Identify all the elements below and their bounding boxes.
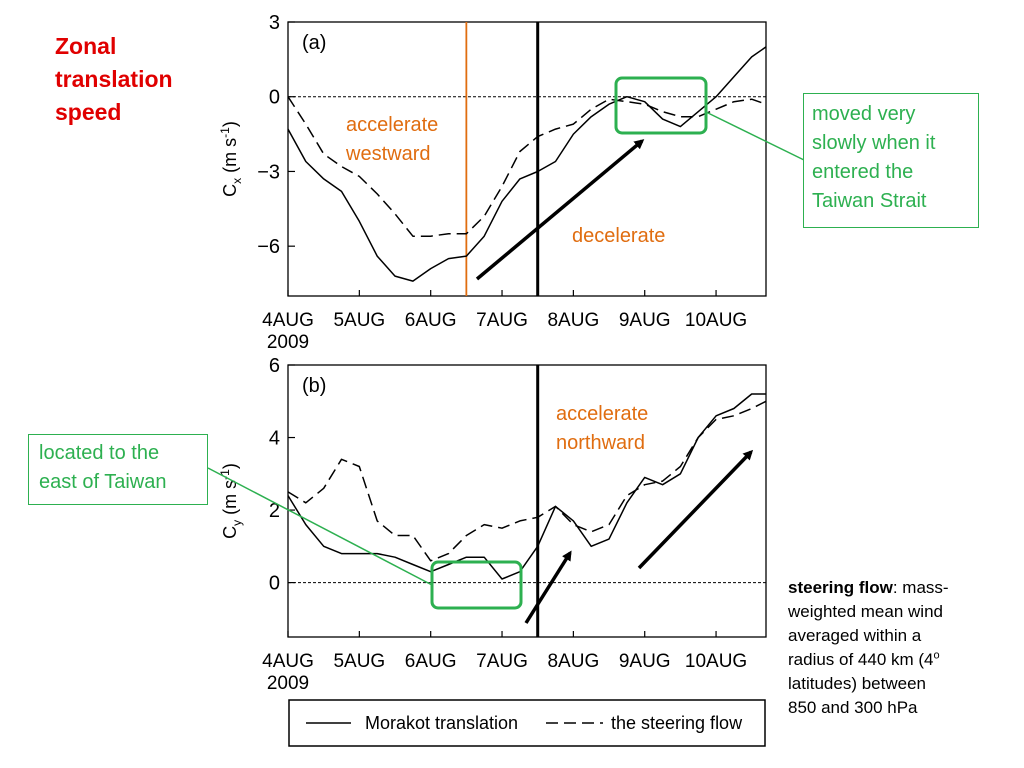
- east-line-1: located to the: [39, 442, 160, 464]
- y-tick-label: −3: [257, 161, 280, 183]
- x-tick-label: 7AUG: [476, 651, 528, 672]
- legend-box: [288, 699, 766, 747]
- westward-line-2: westward: [346, 143, 431, 165]
- y-tick-label: 0: [269, 573, 280, 595]
- steering-flow-note: steering flow: mass- weighted mean wind …: [788, 576, 998, 720]
- title-line-1: Zonal: [55, 33, 117, 59]
- title-line-3: speed: [55, 99, 122, 125]
- legend: Morakot translation the steering flow: [288, 699, 766, 747]
- westward-line-1: accelerate: [346, 114, 439, 136]
- x-tick-label: 9AUG: [619, 651, 671, 672]
- x-tick-label: 8AUG: [547, 310, 599, 331]
- y-tick-label: 4: [269, 428, 280, 450]
- callout-east-of-taiwan: located to the east of Taiwan: [28, 434, 208, 505]
- connector-east: [207, 467, 433, 586]
- panel-b-meridional: 6 4 2 0 4AUG 5AUG 6AUG 7AUG 8AUG 9AUG 10AUG 2009 Cy …: [218, 355, 767, 694]
- arrow-decelerate: [475, 139, 645, 281]
- arrow-northward-1: [524, 550, 572, 624]
- note-line-1: : mass-: [892, 578, 949, 597]
- annotation-layer: Morakot translation the steering flow: [207, 76, 805, 747]
- y-axis-title: Cx (m s-1): [218, 121, 244, 197]
- y-tick-label: −6: [257, 236, 280, 258]
- x-tick-label: 9AUG: [619, 310, 671, 331]
- strait-line-2: slowly when it: [812, 132, 936, 154]
- morakot-translation-line: [287, 393, 766, 580]
- legend-solid-label: Morakot translation: [365, 713, 518, 733]
- note-line-2: weighted mean wind: [788, 602, 943, 621]
- strait-line-1: moved very: [812, 103, 916, 125]
- x-tick-label: 6AUG: [405, 310, 457, 331]
- steering-flow-line: [287, 96, 767, 237]
- northward-line-1: accelerate: [556, 403, 649, 425]
- x-tick-label: 7AUG: [476, 310, 528, 331]
- strait-line-4: Taiwan Strait: [812, 190, 927, 212]
- slide-title: Zonal translation speed: [55, 30, 235, 129]
- east-line-2: east of Taiwan: [39, 471, 167, 493]
- note-line-3: averaged within a: [788, 626, 922, 645]
- x-tick-label: 10AUG: [685, 310, 747, 331]
- y-tick-label: 0: [269, 87, 280, 109]
- y-tick-label: 3: [269, 12, 280, 34]
- y-tick-label: 2: [269, 500, 280, 522]
- panel-label: (b): [302, 375, 326, 397]
- x-tick-label: 10AUG: [685, 651, 747, 672]
- strait-line-3: entered the: [812, 161, 914, 183]
- y-tick-label: 6: [269, 355, 280, 377]
- plot-frame: [287, 364, 767, 638]
- note-line-5: latitudes) between: [788, 674, 926, 693]
- northward-line-2: northward: [556, 432, 645, 454]
- year-label: 2009: [267, 332, 309, 353]
- arrow-northward-2: [637, 449, 754, 570]
- x-tick-label: 4AUG: [262, 310, 314, 331]
- label-accelerate-westward: accelerate westward: [346, 111, 438, 169]
- panel-label: (a): [302, 32, 326, 54]
- x-tick-label: 5AUG: [333, 310, 385, 331]
- morakot-translation-line: [287, 46, 767, 282]
- connector-strait: [705, 111, 805, 161]
- legend-dashed-label: the steering flow: [611, 713, 743, 733]
- x-tick-label: 4AUG: [262, 651, 314, 672]
- highlight-box-strait: [614, 76, 708, 135]
- plot-frame: [287, 21, 767, 297]
- callout-taiwan-strait: moved very slowly when it entered the Ta…: [803, 93, 979, 228]
- label-decelerate: decelerate: [572, 225, 666, 247]
- y-axis-title: Cy (m s-1): [218, 463, 244, 539]
- label-accelerate-northward: accelerate northward: [556, 400, 648, 458]
- note-line-4: radius of 440 km (4: [788, 650, 934, 669]
- note-line-6: 850 and 300 hPa: [788, 698, 918, 717]
- title-line-2: translation: [55, 66, 173, 92]
- x-tick-label: 8AUG: [547, 651, 599, 672]
- x-tick-label: 6AUG: [405, 651, 457, 672]
- note-term: steering flow: [788, 578, 893, 597]
- steering-flow-line: [287, 400, 767, 562]
- note-degree: o: [933, 649, 940, 662]
- panel-a-zonal: 3 0 −3 −6 4AUG 5AUG 6AUG 7AUG 8AUG 9AUG 10AUG 2009 C…: [218, 12, 767, 353]
- highlight-box-east: [430, 560, 523, 610]
- year-label: 2009: [267, 673, 309, 694]
- x-tick-label: 5AUG: [333, 651, 385, 672]
